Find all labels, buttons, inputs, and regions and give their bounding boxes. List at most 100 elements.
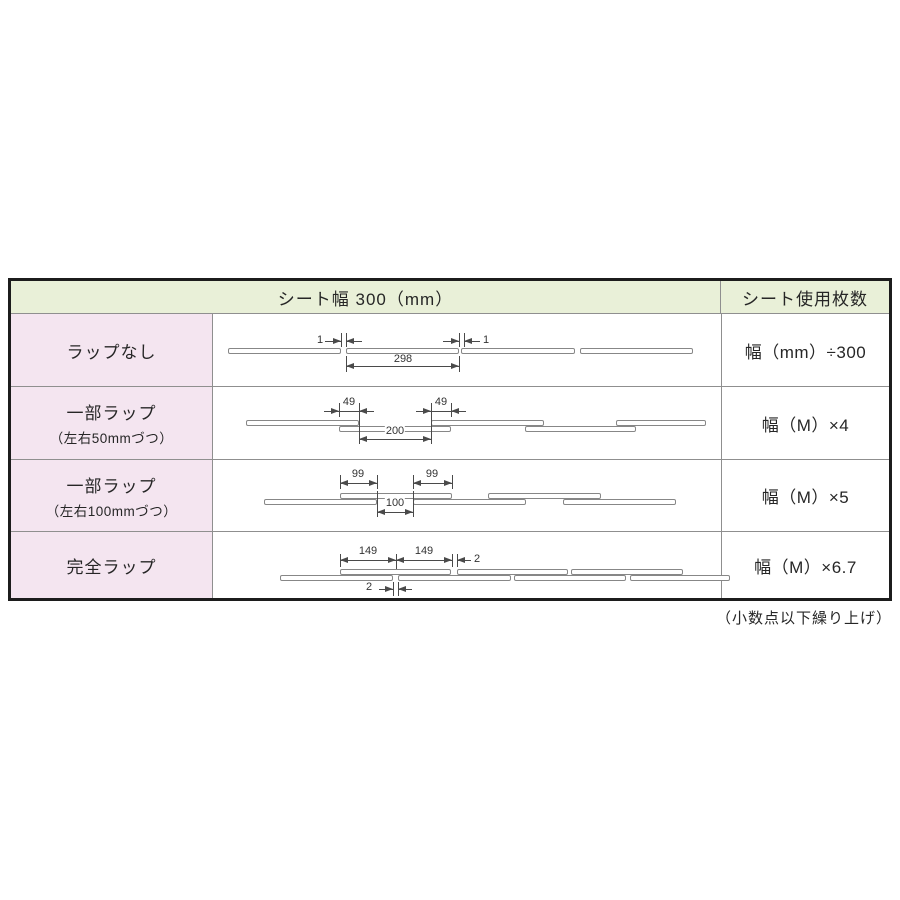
dim-arrow-left-icon xyxy=(359,408,367,414)
dimension-label: 149 xyxy=(413,545,435,557)
sheet-bar xyxy=(630,575,730,581)
dim-vline xyxy=(431,417,432,444)
sheet-bar xyxy=(525,426,636,432)
dim-vline xyxy=(393,582,394,596)
row-sublabel: （左右100mmづつ） xyxy=(45,503,178,519)
dim-arrow-left-icon xyxy=(457,557,465,563)
sheet-bar xyxy=(246,420,359,426)
sheet-bar xyxy=(346,348,459,354)
table-row: ラップなし 1 1 298 幅（mm）÷300 xyxy=(11,313,889,386)
dimension-label: 1 xyxy=(481,334,491,346)
partial-lap-100mm-diagram: 99 99 100 xyxy=(213,460,721,531)
row-label: 完全ラップ xyxy=(66,557,157,577)
header-sheet-usage: シート使用枚数 xyxy=(721,281,889,313)
sheet-bar xyxy=(563,499,676,505)
dim-hline xyxy=(346,366,459,367)
dim-arrow-left-icon xyxy=(340,557,348,563)
dim-vline xyxy=(431,403,432,417)
dim-arrow-right-icon xyxy=(388,557,396,563)
dimension-label: 99 xyxy=(424,468,440,480)
full-lap-diagram: 149 149 2 2 xyxy=(213,532,730,598)
dimension-label: 200 xyxy=(384,425,406,437)
dimension-label: 100 xyxy=(384,497,406,509)
dim-arrow-right-icon xyxy=(451,363,459,369)
usage-formula: 幅（M）×5 xyxy=(721,460,889,531)
dim-arrow-right-icon xyxy=(333,338,341,344)
dimension-label: 2 xyxy=(472,553,482,565)
dim-arrow-left-icon xyxy=(396,557,404,563)
dim-vline xyxy=(339,403,340,417)
row-label-cell: ラップなし xyxy=(11,314,213,386)
row-label: 一部ラップ xyxy=(66,476,157,496)
sheet-bar xyxy=(340,569,451,575)
dim-vline xyxy=(452,475,453,489)
dimension-label: 1 xyxy=(315,334,325,346)
row-label-cell: 完全ラップ xyxy=(11,532,213,598)
dim-arrow-right-icon xyxy=(444,480,452,486)
dim-vline xyxy=(459,333,460,347)
dim-hline xyxy=(377,512,413,513)
dim-hline xyxy=(340,483,377,484)
partial-lap-50mm-diagram: 49 49 200 xyxy=(213,387,721,459)
dimension-label: 49 xyxy=(433,396,449,408)
dim-vline xyxy=(413,491,414,517)
dim-arrow-left-icon xyxy=(398,586,406,592)
row-label-cell: 一部ラップ （左右100mmづつ） xyxy=(11,460,213,531)
sheet-bar xyxy=(571,569,683,575)
dimension-label: 2 xyxy=(364,581,374,593)
dim-vline xyxy=(377,475,378,489)
sheet-bar xyxy=(280,575,393,581)
table-row: 完全ラップ 149 149 2 2 幅（M）×6.7 xyxy=(11,531,889,598)
dim-hline xyxy=(413,483,452,484)
sheet-bar xyxy=(616,420,706,426)
dim-vline xyxy=(359,417,360,444)
dim-hline xyxy=(346,341,362,342)
table-header-row: シート幅 300（mm） シート使用枚数 xyxy=(11,281,889,313)
usage-formula: 幅（M）×6.7 xyxy=(721,532,889,598)
dim-vline xyxy=(459,356,460,372)
sheet-bar xyxy=(398,575,511,581)
row-label: 一部ラップ xyxy=(66,404,157,423)
dim-arrow-right-icon xyxy=(369,480,377,486)
dim-arrow-left-icon xyxy=(346,338,354,344)
sheet-bar xyxy=(413,499,526,505)
no-lap-diagram: 1 1 298 xyxy=(213,314,721,386)
dim-arrow-left-icon xyxy=(340,480,348,486)
dimension-label: 99 xyxy=(350,468,366,480)
row-sublabel: （左右50mmづつ） xyxy=(49,431,174,446)
dim-hline xyxy=(339,411,359,412)
dim-vline xyxy=(341,333,342,347)
dimension-label: 298 xyxy=(392,353,414,365)
dim-arrow-right-icon xyxy=(444,557,452,563)
dim-arrow-right-icon xyxy=(385,586,393,592)
dim-hline xyxy=(431,411,451,412)
dim-arrow-left-icon xyxy=(346,363,354,369)
dim-arrow-right-icon xyxy=(423,408,431,414)
dim-arrow-left-icon xyxy=(451,408,459,414)
dimension-label: 49 xyxy=(341,396,357,408)
sheet-bar xyxy=(514,575,626,581)
dim-hline xyxy=(464,341,480,342)
sheet-spec-table: シート幅 300（mm） シート使用枚数 ラップなし 1 1 298 幅（mm）÷3… xyxy=(8,278,892,601)
sheet-bar xyxy=(488,493,601,499)
rounding-footnote: （小数点以下繰り上げ） xyxy=(715,610,892,627)
table-row: 一部ラップ （左右100mmづつ） 99 99 100 幅（M）×5 xyxy=(11,459,889,531)
usage-formula: 幅（mm）÷300 xyxy=(721,314,889,386)
dim-vline xyxy=(452,554,453,567)
dimension-label: 149 xyxy=(357,545,379,557)
dim-arrow-right-icon xyxy=(451,338,459,344)
dim-arrow-right-icon xyxy=(405,509,413,515)
dim-arrow-left-icon xyxy=(413,480,421,486)
dim-arrow-left-icon xyxy=(464,338,472,344)
sheet-bar xyxy=(264,499,377,505)
header-sheet-width: シート幅 300（mm） xyxy=(11,281,721,313)
sheet-bar xyxy=(228,348,341,354)
row-label: ラップなし xyxy=(66,342,157,362)
row-label-cell: 一部ラップ （左右50mmづつ） xyxy=(11,387,213,459)
sheet-bar xyxy=(461,348,575,354)
usage-formula: 幅（M）×4 xyxy=(721,387,889,459)
dim-arrow-left-icon xyxy=(377,509,385,515)
dim-arrow-right-icon xyxy=(331,408,339,414)
dim-hline xyxy=(359,439,431,440)
